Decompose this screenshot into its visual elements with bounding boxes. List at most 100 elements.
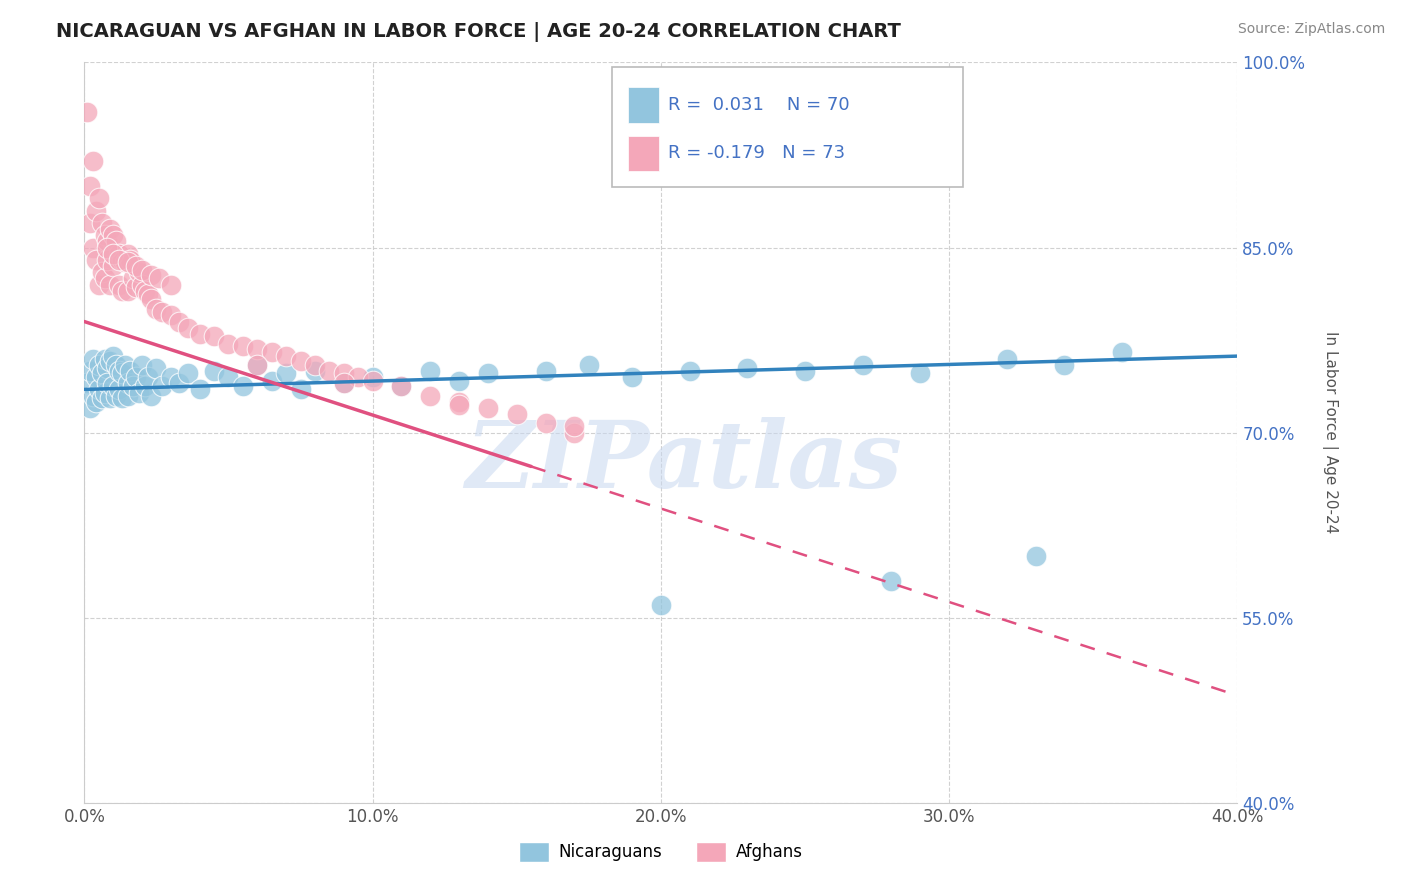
Point: [150, 378, 173, 392]
Point: [276, 367, 298, 381]
Point: [111, 284, 134, 298]
Point: [93, 351, 115, 366]
Point: [188, 326, 211, 341]
Point: [246, 358, 269, 372]
Point: [111, 391, 134, 405]
Point: [93, 271, 115, 285]
Point: [148, 271, 170, 285]
Point: [246, 358, 269, 372]
Point: [449, 399, 471, 413]
Point: [564, 425, 586, 440]
Point: [218, 336, 240, 351]
Point: [87, 383, 110, 397]
Point: [506, 407, 529, 421]
Point: [122, 271, 145, 285]
Point: [246, 342, 269, 356]
Point: [621, 370, 644, 384]
Point: [90, 391, 112, 405]
Point: [84, 203, 107, 218]
Point: [304, 358, 326, 372]
Point: [90, 216, 112, 230]
Point: [87, 191, 110, 205]
Point: [679, 364, 702, 378]
Point: [177, 320, 200, 334]
Point: [391, 378, 413, 392]
Text: ZIPatlas: ZIPatlas: [465, 417, 903, 508]
Point: [84, 394, 107, 409]
Point: [105, 389, 128, 403]
Point: [333, 376, 356, 391]
Point: [188, 383, 211, 397]
Point: [108, 364, 131, 378]
Point: [131, 358, 153, 372]
Point: [139, 389, 162, 403]
Point: [120, 364, 142, 378]
Legend: Nicaraguans, Afghans: Nicaraguans, Afghans: [512, 835, 810, 869]
Point: [995, 351, 1018, 366]
Point: [108, 383, 131, 397]
Point: [79, 364, 101, 378]
Point: [76, 104, 98, 119]
Point: [111, 367, 134, 381]
Point: [125, 259, 148, 273]
Point: [290, 354, 312, 368]
Point: [103, 349, 124, 363]
Point: [103, 259, 124, 273]
Point: [794, 364, 817, 378]
Point: [347, 370, 370, 384]
Point: [90, 265, 112, 279]
Point: [76, 376, 98, 391]
Point: [82, 389, 104, 403]
Point: [131, 262, 153, 277]
Point: [79, 216, 101, 230]
Point: [361, 370, 384, 384]
Point: [177, 367, 200, 381]
Point: [105, 358, 128, 372]
Point: [134, 378, 156, 392]
Point: [260, 374, 283, 388]
Point: [333, 367, 356, 381]
Point: [103, 378, 124, 392]
Point: [578, 358, 600, 372]
Point: [117, 376, 139, 391]
Text: R =  0.031    N = 70: R = 0.031 N = 70: [668, 96, 849, 114]
Point: [145, 302, 167, 317]
Point: [202, 364, 225, 378]
Point: [139, 268, 162, 282]
Point: [122, 378, 145, 392]
Point: [117, 389, 139, 403]
Point: [128, 265, 150, 279]
Point: [117, 255, 139, 269]
Point: [852, 358, 875, 372]
Point: [218, 370, 240, 384]
Point: [98, 354, 121, 368]
Point: [1111, 345, 1133, 359]
Point: [232, 378, 254, 392]
Point: [111, 252, 134, 267]
Point: [87, 358, 110, 372]
Point: [108, 252, 131, 267]
Point: [534, 416, 557, 430]
Point: [534, 364, 557, 378]
Point: [260, 345, 283, 359]
Point: [318, 364, 340, 378]
Point: [108, 277, 131, 292]
Text: R = -0.179   N = 73: R = -0.179 N = 73: [668, 145, 845, 162]
Point: [449, 394, 471, 409]
Point: [169, 376, 191, 391]
Point: [96, 235, 118, 249]
Point: [84, 252, 107, 267]
Point: [131, 277, 153, 292]
Point: [98, 391, 121, 405]
Point: [145, 361, 167, 376]
Point: [169, 314, 191, 328]
Point: [98, 222, 121, 236]
Point: [90, 367, 112, 381]
Point: [117, 246, 139, 260]
Point: [82, 154, 104, 169]
Text: NICARAGUAN VS AFGHAN IN LABOR FORCE | AGE 20-24 CORRELATION CHART: NICARAGUAN VS AFGHAN IN LABOR FORCE | AG…: [56, 22, 901, 42]
Point: [391, 378, 413, 392]
Point: [105, 235, 128, 249]
Point: [910, 367, 932, 381]
Point: [150, 304, 173, 318]
